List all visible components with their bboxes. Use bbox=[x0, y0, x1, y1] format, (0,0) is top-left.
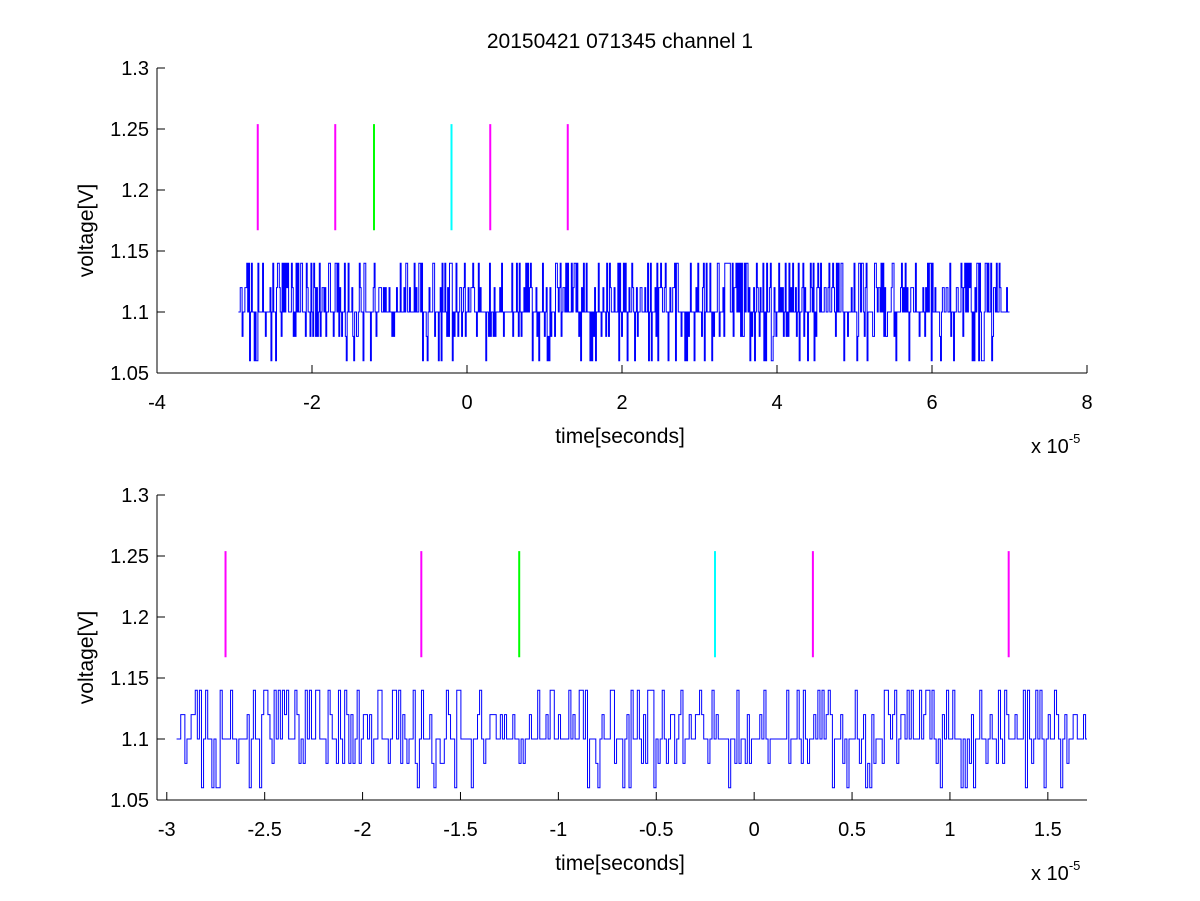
top-y-axis-label: voltage[V] bbox=[75, 184, 98, 277]
bottom-x-tick-label: -1 bbox=[549, 819, 567, 841]
bottom-x-tick-label: 0 bbox=[749, 819, 760, 841]
top-x-tick-label: 2 bbox=[616, 392, 627, 414]
top-x-exponent-base: x 10 bbox=[1031, 436, 1069, 458]
bottom-y-tick-label: 1.3 bbox=[121, 485, 149, 507]
bottom-x-tick-label: -2.5 bbox=[247, 819, 281, 841]
bottom-x-exponent-base: x 10 bbox=[1031, 863, 1069, 885]
bottom-x-tick-label: -2 bbox=[354, 819, 372, 841]
top-x-axis-label: time[seconds] bbox=[555, 425, 685, 448]
bottom-x-tick-label: 1.5 bbox=[1034, 819, 1062, 841]
bottom-y-axis-label: voltage[V] bbox=[75, 611, 98, 704]
bottom-signal-trace bbox=[176, 689, 1087, 789]
bottom-x-axis-label: time[seconds] bbox=[555, 852, 685, 875]
top-x-tick-label: 0 bbox=[461, 392, 472, 414]
top-x-exponent-power: -5 bbox=[1069, 431, 1081, 446]
bottom-x-tick-label: -0.5 bbox=[639, 819, 673, 841]
top-y-tick-label: 1.05 bbox=[110, 363, 149, 385]
top-x-tick-label: -4 bbox=[148, 392, 166, 414]
top-subplot: time[seconds] voltage[V] x 10-5 1.05 1.1 1… bbox=[75, 58, 1093, 458]
bottom-y-tick-label: 1.1 bbox=[121, 729, 149, 751]
bottom-x-tick-label: 0.5 bbox=[838, 819, 866, 841]
top-x-tick-label: 4 bbox=[771, 392, 782, 414]
bottom-x-tick-label: -1.5 bbox=[443, 819, 477, 841]
top-y-tick-label: 1.1 bbox=[121, 302, 149, 324]
figure-title: 20150421 071345 channel 1 bbox=[487, 30, 753, 53]
bottom-x-tick-label: 1 bbox=[944, 819, 955, 841]
bottom-y-tick-label: 1.15 bbox=[110, 668, 149, 690]
top-y-tick-label: 1.3 bbox=[121, 58, 149, 80]
top-y-tick-label: 1.2 bbox=[121, 180, 149, 202]
bottom-y-tick-label: 1.25 bbox=[110, 546, 149, 568]
top-y-tick-label: 1.25 bbox=[110, 119, 149, 141]
top-x-tick-label: -2 bbox=[303, 392, 321, 414]
bottom-x-tick-label: -3 bbox=[158, 819, 176, 841]
top-signal-trace bbox=[238, 262, 1010, 362]
bottom-y-tick-label: 1.05 bbox=[110, 790, 149, 812]
top-y-tick-label: 1.15 bbox=[110, 241, 149, 263]
bottom-subplot: time[seconds] voltage[V] x 10-5 1.05 1.1 1… bbox=[75, 485, 1087, 885]
top-x-tick-label: 6 bbox=[926, 392, 937, 414]
top-x-tick-label: 8 bbox=[1081, 392, 1092, 414]
top-x-exponent: x 10-5 bbox=[1031, 431, 1080, 458]
bottom-x-exponent: x 10-5 bbox=[1031, 858, 1080, 885]
bottom-x-exponent-power: -5 bbox=[1069, 858, 1081, 873]
bottom-y-tick-label: 1.2 bbox=[121, 607, 149, 629]
